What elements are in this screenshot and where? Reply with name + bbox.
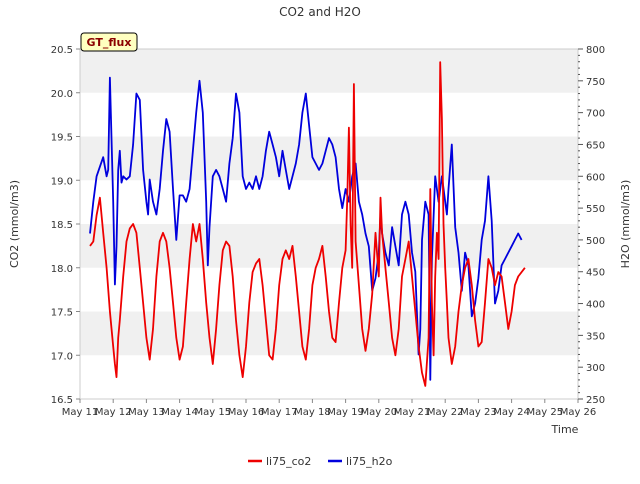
x-tick-label: May 22 bbox=[427, 407, 464, 418]
site-badge: GT_flux bbox=[80, 32, 138, 52]
y-right-tick-label: 450 bbox=[586, 268, 605, 279]
y-left-tick-label: 20.5 bbox=[51, 45, 73, 56]
x-axis-label: Time bbox=[551, 423, 579, 436]
legend-label-h2o: li75_h2o bbox=[346, 455, 393, 468]
y-right-tick-label: 800 bbox=[586, 45, 605, 56]
x-tick-label: May 16 bbox=[228, 407, 265, 418]
y-right-tick-label: 350 bbox=[586, 331, 605, 342]
legend-label-co2: li75_co2 bbox=[266, 455, 311, 468]
x-tick-label: May 18 bbox=[294, 407, 331, 418]
y-left-tick-label: 17.5 bbox=[51, 308, 73, 319]
grid-band bbox=[80, 49, 578, 93]
x-tick-label: May 12 bbox=[95, 407, 132, 418]
x-tick-label: May 19 bbox=[327, 407, 364, 418]
x-tick-label: May 24 bbox=[493, 407, 530, 418]
grid-bands bbox=[80, 49, 578, 356]
series-line-li75_co2 bbox=[89, 61, 526, 387]
y-left-tick-label: 16.5 bbox=[51, 395, 73, 406]
grid-band bbox=[80, 311, 578, 356]
y-left-tick-label: 18.0 bbox=[51, 264, 73, 275]
x-tick-label: May 14 bbox=[161, 407, 198, 418]
x-tick-label: May 21 bbox=[394, 407, 431, 418]
x-tick-label: May 13 bbox=[128, 407, 165, 418]
series-line-li75_h2o bbox=[89, 76, 523, 381]
y-left-tick-label: 18.5 bbox=[51, 220, 73, 231]
y-axis-left: 16.5 17.0 17.5 18.0 18.5 19.0 19.5 20.0 20.5 bbox=[51, 45, 80, 406]
x-tick-label: May 20 bbox=[361, 407, 398, 418]
chart-title: CO2 and H2O bbox=[279, 5, 361, 19]
y-axis-right-label: H2O (mmol/m3) bbox=[619, 180, 632, 269]
y-left-tick-label: 19.0 bbox=[51, 176, 73, 187]
y-left-tick-label: 17.0 bbox=[51, 351, 73, 362]
y-left-tick-label: 19.5 bbox=[51, 133, 73, 144]
legend: li75_co2 li75_h2o bbox=[248, 455, 393, 468]
site-badge-box bbox=[80, 32, 138, 52]
y-right-tick-label: 300 bbox=[586, 363, 605, 374]
grid-band bbox=[80, 224, 578, 268]
y-left-tick-label: 20.0 bbox=[51, 89, 73, 100]
y-axis-right: 250 300 350 400 450 500 550 600 650 700 750 800 bbox=[578, 45, 605, 406]
y-right-tick-label: 650 bbox=[586, 140, 605, 151]
grid-band bbox=[80, 136, 578, 181]
y-right-tick-label: 500 bbox=[586, 236, 605, 247]
y-right-tick-label: 400 bbox=[586, 300, 605, 311]
x-tick-label: May 23 bbox=[460, 407, 497, 418]
y-right-tick-label: 700 bbox=[586, 109, 605, 120]
site-badge-label: GT_flux bbox=[87, 36, 132, 49]
y-right-tick-label: 250 bbox=[586, 395, 605, 406]
y-right-tick-label: 600 bbox=[586, 172, 605, 183]
y-right-tick-label: 550 bbox=[586, 204, 605, 215]
x-tick-label: May 25 bbox=[527, 407, 564, 418]
series-layer bbox=[89, 61, 526, 387]
y-right-tick-label: 750 bbox=[586, 77, 605, 88]
x-tick-label: May 26 bbox=[560, 407, 597, 418]
y-axis-left-label: CO2 (mmol/m3) bbox=[8, 180, 21, 268]
x-tick-label: May 17 bbox=[261, 407, 298, 418]
x-tick-label: May 11 bbox=[62, 407, 99, 418]
x-tick-label: May 15 bbox=[195, 407, 232, 418]
